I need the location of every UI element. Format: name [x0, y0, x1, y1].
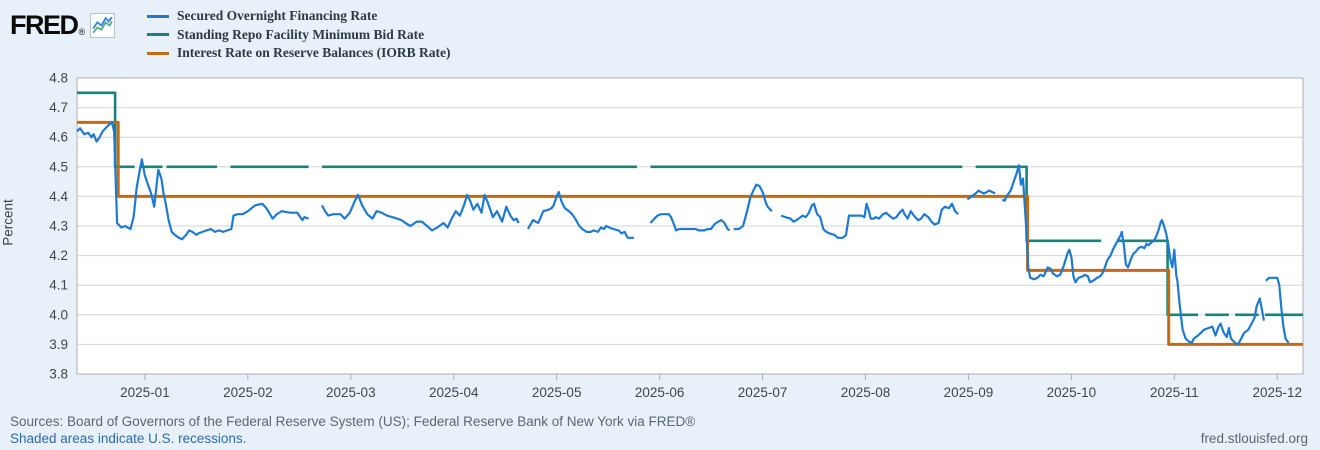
x-tick-label: 2025-08	[841, 385, 891, 400]
legend-item-1: Standing Repo Facility Minimum Bid Rate	[147, 26, 450, 45]
y-tick-label: 4.2	[49, 248, 68, 263]
y-tick-label: 4.3	[49, 219, 68, 234]
x-tick-label: 2025-04	[429, 385, 479, 400]
x-tick-label: 2025-01	[120, 385, 170, 400]
legend-swatch	[147, 33, 169, 37]
recessions-link[interactable]: Shaded areas indicate U.S. recessions.	[10, 431, 247, 446]
x-tick-label: 2025-06	[635, 385, 685, 400]
legend-label: Interest Rate on Reserve Balances (IORB …	[177, 45, 451, 61]
y-tick-label: 4.8	[49, 71, 68, 86]
registered-trademark: ®	[78, 27, 86, 37]
y-tick-label: 4.6	[49, 130, 68, 145]
legend-item-2: Interest Rate on Reserve Balances (IORB …	[147, 44, 450, 63]
legend-item-0: Secured Overnight Financing Rate	[147, 7, 450, 26]
y-tick-label: 3.8	[49, 367, 68, 382]
fred-logo-text: FRED	[10, 10, 79, 40]
y-tick-label: 4.7	[49, 100, 68, 115]
y-tick-label: 4.0	[49, 307, 68, 322]
plot-border	[76, 77, 1304, 375]
y-tick-label: 4.4	[49, 189, 68, 204]
x-tick-label: 2025-12	[1252, 385, 1302, 400]
x-tick-label: 2025-03	[326, 385, 376, 400]
x-tick-label: 2025-02	[223, 385, 273, 400]
x-tick-label: 2025-11	[1150, 385, 1199, 400]
fred-logo[interactable]: FRED ®	[10, 10, 116, 40]
sources-text: Sources: Board of Governors of the Feder…	[10, 414, 696, 429]
x-tick-label: 2025-10	[1047, 385, 1097, 400]
y-tick-label: 4.1	[49, 278, 68, 293]
legend: Secured Overnight Financing Rate Standing…	[147, 7, 450, 63]
x-tick-label: 2025-07	[738, 385, 788, 400]
y-tick-label: 3.9	[49, 337, 68, 352]
site-url: fred.stlouisfed.org	[1200, 431, 1308, 446]
legend-swatch	[147, 51, 169, 55]
series-line-secured-overnight-financing-rate	[76, 121, 1290, 346]
x-tick-label: 2025-09	[944, 385, 994, 400]
y-tick-label: 4.5	[49, 159, 68, 174]
fred-chart-icon	[90, 13, 116, 38]
legend-label: Secured Overnight Financing Rate	[177, 8, 378, 24]
series-line-interest-rate-on-reserve-balances-iorb-rate-	[77, 120, 1303, 346]
legend-label: Standing Repo Facility Minimum Bid Rate	[177, 26, 425, 42]
x-tick-label: 2025-05	[532, 385, 582, 400]
legend-swatch	[147, 14, 169, 18]
